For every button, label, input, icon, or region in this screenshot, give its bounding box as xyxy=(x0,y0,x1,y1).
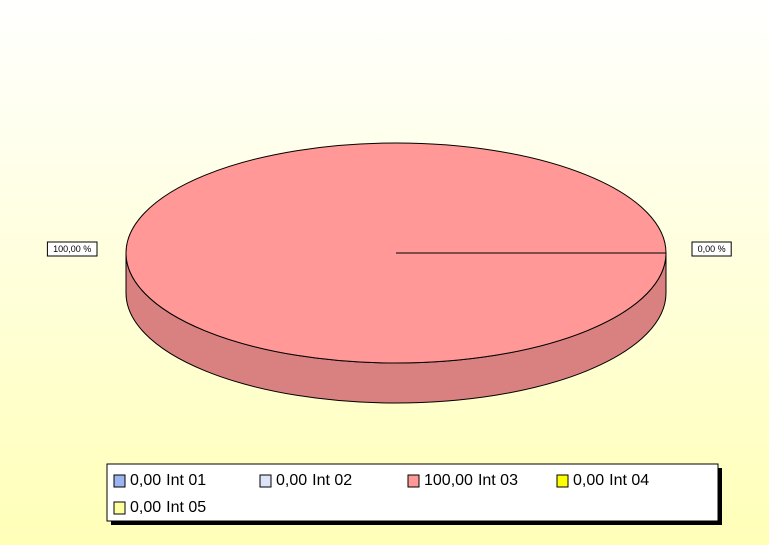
legend-name: Int 04 xyxy=(609,472,649,489)
pct-label: 100,00 % xyxy=(53,244,91,254)
legend xyxy=(106,463,719,522)
legend-name: Int 02 xyxy=(312,472,352,489)
legend-value: 0,00 xyxy=(130,472,161,489)
pct-label-box xyxy=(46,241,98,257)
pie xyxy=(125,142,667,404)
legend-name: Int 03 xyxy=(478,472,518,489)
legend-value: 0,00 xyxy=(276,472,307,489)
legend-label: 0,00 Int 02 xyxy=(276,472,352,489)
legend-value: 100,00 xyxy=(424,472,473,489)
legend-value: 0,00 xyxy=(130,499,161,516)
legend-swatch xyxy=(259,474,272,488)
legend-label: 0,00 Int 01 xyxy=(130,472,206,489)
legend-swatch xyxy=(113,474,126,488)
legend-label: 100,00 Int 03 xyxy=(424,472,518,489)
legend-name: Int 01 xyxy=(166,472,206,489)
legend-swatch xyxy=(407,474,420,488)
legend-swatch xyxy=(113,501,126,515)
legend-name: Int 05 xyxy=(166,499,206,516)
legend-value: 0,00 xyxy=(573,472,604,489)
legend-label: 0,00 Int 05 xyxy=(130,499,206,516)
pct-label: 0,00 % xyxy=(698,244,726,254)
legend-swatch xyxy=(556,474,569,488)
legend-entries: 0,00 Int 01 0,00 Int 02 100,00 Int 03 0,00 Int … xyxy=(113,472,649,516)
legend-label: 0,00 Int 04 xyxy=(573,472,649,489)
pct-label-box xyxy=(691,241,732,257)
pct-labels: 0,00 % 100,00 % xyxy=(46,241,732,257)
